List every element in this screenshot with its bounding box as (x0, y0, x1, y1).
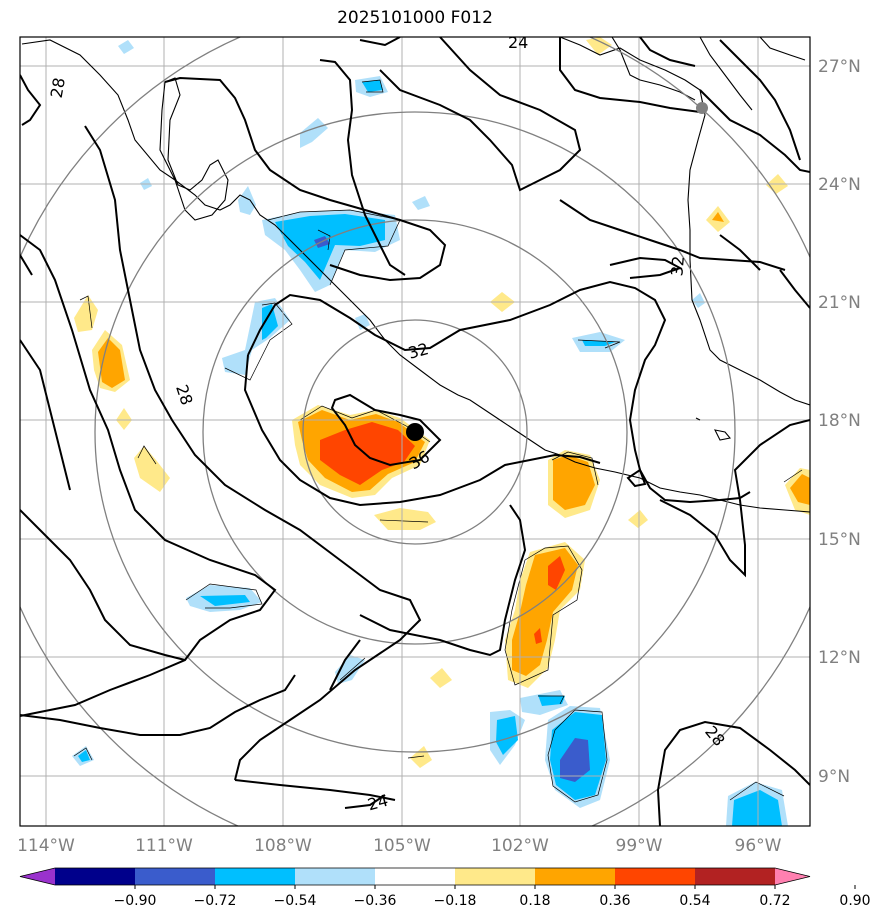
lon-label: 111°W (135, 836, 193, 856)
colorbar-segment (135, 868, 216, 885)
negative-shading (72, 40, 788, 826)
lat-label: 27°N (818, 57, 861, 77)
colorbar-segment (695, 868, 776, 885)
colorbar-tick-label: 0.36 (599, 893, 630, 909)
map-area: 24 28 32 32 36 28 24 28 (20, 33, 810, 826)
lon-label: 102°W (491, 836, 549, 856)
lon-label: 108°W (254, 836, 312, 856)
city-marker (696, 102, 708, 114)
colorbar-tick-label: −0.54 (274, 893, 317, 909)
coastlines (21, 37, 810, 513)
colorbar-tick-label: −0.90 (114, 893, 157, 909)
storm-center-marker (406, 423, 424, 441)
colorbar-tick-label: 0.54 (679, 893, 710, 909)
longitude-labels: 114°W 111°W 108°W 105°W 102°W 99°W 96°W (17, 836, 782, 856)
shading-outlines (73, 79, 803, 803)
latitude-labels: 27°N 24°N 21°N 18°N 15°N 12°N 9°N (818, 57, 861, 787)
lat-label: 18°N (818, 411, 861, 431)
colorbar-tick-label: 0.90 (839, 893, 870, 909)
contour-label: 32 (667, 255, 688, 277)
map-title: 2025101000 F012 (337, 8, 493, 28)
colorbar-tick-label: −0.36 (354, 893, 397, 909)
colorbar-extend-high (775, 868, 810, 885)
contour-label: 24 (365, 791, 390, 815)
colorbar-segment (295, 868, 376, 885)
lat-label: 9°N (818, 767, 850, 787)
colorbar-segment (615, 868, 696, 885)
colorbar-tick-label: 0.18 (519, 893, 550, 909)
graticule (20, 37, 810, 826)
contour-label: 28 (47, 76, 69, 99)
lat-label: 15°N (818, 530, 861, 550)
lon-label: 99°W (616, 836, 663, 856)
colorbar-segment (535, 868, 616, 885)
colorbar: −0.90 −0.72 −0.54 −0.36 −0.18 0.18 0.36 0.54 0.7… (19, 867, 871, 909)
colorbar-tick-label: 0.72 (759, 893, 790, 909)
contour-lines (20, 37, 810, 826)
colorbar-tick-label: −0.18 (434, 893, 477, 909)
colorbar-extend-low (20, 868, 55, 885)
range-rings (20, 37, 810, 826)
colorbar-tick-label: −0.72 (194, 893, 237, 909)
colorbar-segment (55, 868, 136, 885)
lat-label: 12°N (818, 648, 861, 668)
map-frame (19, 36, 811, 827)
lat-label: 24°N (818, 175, 861, 195)
colorbar-outline (19, 867, 811, 886)
lon-label: 105°W (373, 836, 431, 856)
lat-label: 21°N (818, 293, 861, 313)
contour-label: 24 (508, 33, 528, 52)
colorbar-segment (215, 868, 296, 885)
colorbar-segment (455, 868, 536, 885)
colorbar-segment (375, 868, 456, 885)
lon-label: 114°W (17, 836, 75, 856)
contour-label: 32 (406, 339, 431, 363)
lon-label: 96°W (735, 836, 782, 856)
